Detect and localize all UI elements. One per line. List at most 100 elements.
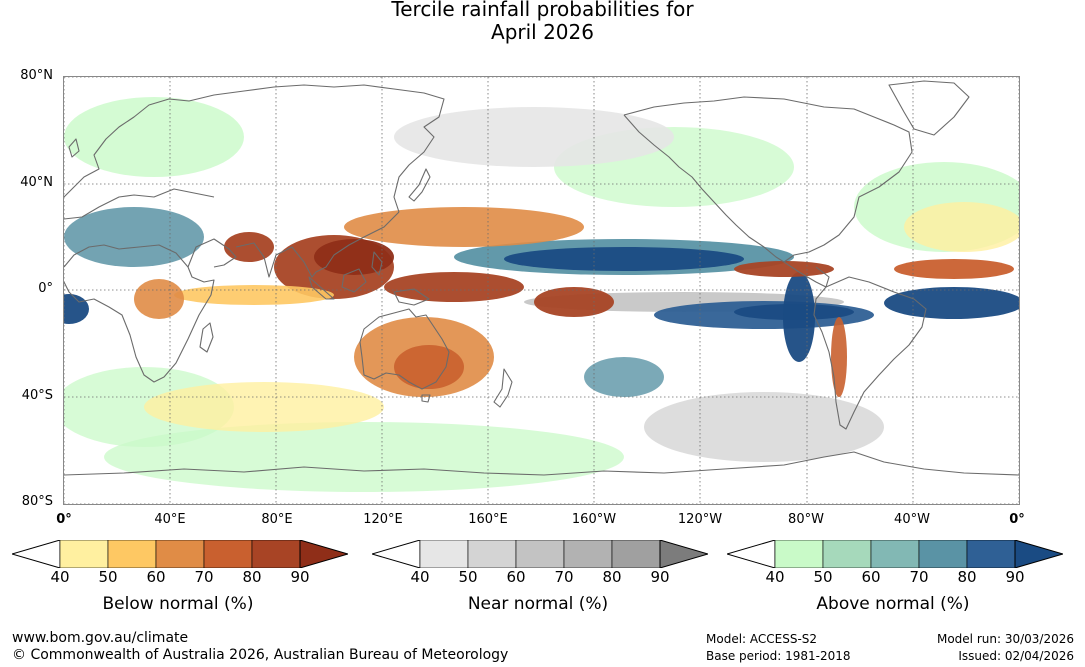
coast-new-guinea xyxy=(393,288,430,306)
colorbar-segment xyxy=(251,539,301,569)
longitude-label: 120°W xyxy=(677,512,723,527)
coast-tasmania xyxy=(421,394,431,403)
longitude-label: 40°E xyxy=(154,512,186,527)
colorbar-tick-label: 40 xyxy=(410,568,430,586)
coast-south-asia xyxy=(187,211,400,278)
coast-australia xyxy=(359,308,450,390)
below-band-north-pacific xyxy=(344,207,584,247)
colorbar-tick-label: 70 xyxy=(554,568,574,586)
colorbar-tick-label: 40 xyxy=(765,568,785,586)
colorbar-segment xyxy=(107,539,157,569)
graticule xyxy=(64,77,1019,504)
colorbar-tick-label: 90 xyxy=(290,568,310,586)
above-band-nw-pacific-core xyxy=(504,247,744,271)
latitude-label: 80°N xyxy=(20,68,53,83)
colorbar-tick-label: 50 xyxy=(458,568,478,586)
below-band-ne-pacific xyxy=(734,261,834,277)
base-period: Base period: 1981-2018 xyxy=(706,649,851,663)
below-patch-eq-cp xyxy=(534,287,614,317)
colorbar-tick-label: 60 xyxy=(146,568,166,586)
below-patch-south-atlantic xyxy=(144,382,384,432)
colorbar-tick-label: 70 xyxy=(909,568,929,586)
colorbar-segment xyxy=(966,539,1016,569)
colorbar-near-normal xyxy=(370,539,710,572)
longitude-label: 160°W xyxy=(571,512,617,527)
below-patch-india xyxy=(224,232,274,262)
chart-title-line1: Tercile rainfall probabilities for xyxy=(391,0,694,21)
colorbar-title: Below normal (%) xyxy=(102,594,254,614)
colorbar-tick-label: 60 xyxy=(861,568,881,586)
below-patch-australia-core xyxy=(394,345,464,389)
colorbar-segment xyxy=(870,539,920,569)
colorbar-below-normal xyxy=(10,539,350,572)
below-core-se-asia-2 xyxy=(314,239,394,275)
coast-north-america xyxy=(623,96,913,288)
probability-field xyxy=(64,97,1019,492)
colorbar-segment xyxy=(467,539,517,569)
coast-new-zealand xyxy=(493,368,513,408)
coast-greenland xyxy=(888,80,970,136)
copyright-text: © Commonwealth of Australia 2026, Austra… xyxy=(12,647,509,663)
longitude-label: 80°E xyxy=(261,512,293,527)
colorbar-segment xyxy=(774,539,824,569)
above-patch-asia xyxy=(64,207,204,267)
forecast-map xyxy=(63,76,1020,505)
below-patch-africa-eq xyxy=(134,279,184,319)
colorbar-segment xyxy=(563,539,613,569)
chart-title-line2: April 2026 xyxy=(491,20,594,44)
colorbar-high-extension xyxy=(299,539,350,569)
colorbar-tick-label: 60 xyxy=(506,568,526,586)
colorbar-low-extension xyxy=(725,539,776,569)
coast-japan xyxy=(408,168,431,202)
coast-sumatra xyxy=(308,276,335,300)
colorbar-segment xyxy=(515,539,565,569)
above-band-atlantic xyxy=(884,287,1019,319)
below-patch-sa-west xyxy=(831,317,847,397)
coast-south-america xyxy=(813,276,927,430)
below-patch-indian xyxy=(174,285,334,305)
above-patch-s-pacific xyxy=(584,357,664,397)
colorbar-high-extension xyxy=(659,539,710,569)
colorbar-segment xyxy=(611,539,661,569)
coast-eurasia xyxy=(64,84,445,220)
coastlines xyxy=(64,80,1019,476)
colorbar-segment xyxy=(203,539,253,569)
colorbar-segment xyxy=(155,539,205,569)
colorbar-tick-label: 80 xyxy=(242,568,262,586)
below-band-atlantic xyxy=(894,259,1014,279)
issued-date: Issued: 02/04/2026 xyxy=(958,649,1074,663)
colorbar-tick-label: 90 xyxy=(650,568,670,586)
colorbar-tick-label: 80 xyxy=(602,568,622,586)
longitude-label: 120°E xyxy=(363,512,403,527)
colorbar-segment xyxy=(918,539,968,569)
model-name: Model: ACCESS-S2 xyxy=(706,632,818,646)
colorbar-low-extension xyxy=(370,539,421,569)
longitude-label: 80°W xyxy=(788,512,824,527)
longitude-label: 0° xyxy=(1009,512,1025,527)
coast-madagascar xyxy=(199,322,214,353)
longitude-label: 160°E xyxy=(468,512,508,527)
latitude-label: 40°S xyxy=(21,388,53,403)
colorbar-tick-label: 50 xyxy=(98,568,118,586)
colorbar-title: Near normal (%) xyxy=(467,594,609,614)
coast-antarctica xyxy=(64,451,1019,476)
coast-british-isles xyxy=(68,138,80,158)
colorbar-high-extension xyxy=(1014,539,1065,569)
above-coast-peru xyxy=(783,272,815,362)
near-patch-mid xyxy=(394,107,674,167)
colorbar-tick-label: 70 xyxy=(194,568,214,586)
model-run-date: Model run: 30/03/2026 xyxy=(936,632,1074,646)
above-patch-southern xyxy=(104,422,624,492)
below-band-eq-wp xyxy=(384,272,524,302)
below-patch-north-atlantic xyxy=(904,202,1019,252)
website-link[interactable]: www.bom.gov.au/climate xyxy=(12,630,189,646)
colorbar-segment xyxy=(822,539,872,569)
colorbar-title: Above normal (%) xyxy=(816,594,970,614)
coast-africa xyxy=(64,244,215,383)
colorbar-low-extension xyxy=(10,539,61,569)
colorbar-above-normal xyxy=(725,539,1065,572)
colorbar-tick-label: 40 xyxy=(50,568,70,586)
latitude-label: 0° xyxy=(38,281,53,296)
latitude-label: 40°N xyxy=(20,175,53,190)
colorbar-tick-label: 80 xyxy=(957,568,977,586)
